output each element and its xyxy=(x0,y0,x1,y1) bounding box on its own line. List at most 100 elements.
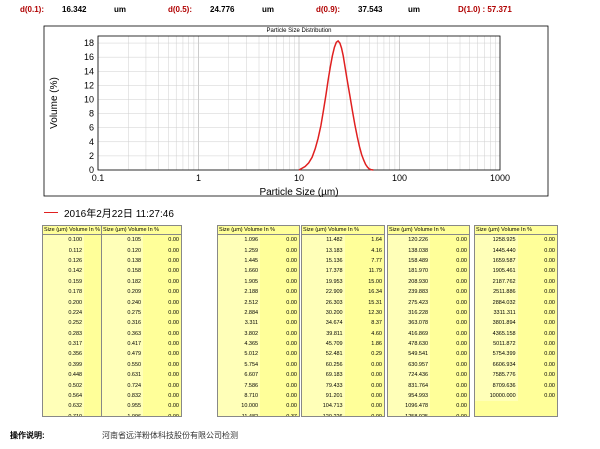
table-row: 138.038 0.00 xyxy=(388,245,469,256)
table-row: 0.138 0.00 xyxy=(102,255,181,267)
volume-cell: 0.00 xyxy=(286,257,297,264)
volume-cell: 0.00 xyxy=(544,237,555,244)
table-row: 0.550 0.00 xyxy=(102,359,181,371)
volume-cell: 0.00 xyxy=(456,382,467,389)
size-cell: 15.136 xyxy=(302,255,345,267)
size-cell: 724.436 xyxy=(388,370,431,381)
size-cell: 5011.872 xyxy=(475,338,518,350)
volume-cell: 0.29 xyxy=(371,351,382,358)
size-cell: 0.159 xyxy=(43,276,85,287)
size-cell: 138.038 xyxy=(388,245,431,256)
volume-cell: 0.00 xyxy=(456,403,467,410)
size-cell: 2.188 xyxy=(218,286,261,298)
d01-value: 16.342 xyxy=(62,5,87,14)
volume-cell: 0.00 xyxy=(456,320,467,327)
size-cell: 416.869 xyxy=(388,328,431,339)
size-cell: 0.112 xyxy=(43,245,85,256)
size-cell: 10000.000 xyxy=(475,390,518,402)
volume-cell: 0.00 xyxy=(456,237,467,244)
table-row: 1659.587 0.00 xyxy=(475,255,557,267)
size-cell: 1258.925 xyxy=(475,234,518,246)
table-row: 0.252 xyxy=(43,318,122,329)
table-row: 120.226 0.00 xyxy=(302,411,384,416)
table-row: 0.631 0.00 xyxy=(102,370,181,381)
volume-cell: 0.00 xyxy=(168,361,179,368)
volume-cell: 0.00 xyxy=(544,257,555,264)
table-row: 0.224 xyxy=(43,307,122,319)
size-cell: 17.378 xyxy=(302,266,345,277)
table-row: 239.883 0.00 xyxy=(388,286,469,298)
table-row: 1.259 0.00 xyxy=(218,245,299,256)
size-cell: 26.303 xyxy=(302,297,345,308)
table-row: 7585.776 0.00 xyxy=(475,370,557,381)
size-cell: 6606.934 xyxy=(475,359,518,371)
table-row: 0.955 0.00 xyxy=(102,401,181,412)
table-row: 0.142 xyxy=(43,266,122,277)
table-row: 60.256 0.00 xyxy=(302,359,384,371)
table-row: 0.632 xyxy=(43,401,122,412)
size-cell: 30.200 xyxy=(302,307,345,319)
size-cell: 0.710 xyxy=(43,411,85,416)
size-cell: 3311.311 xyxy=(475,307,518,319)
y-tick-label: 18 xyxy=(84,38,94,48)
table-row: 724.436 0.00 xyxy=(388,370,469,381)
size-cell: 0.126 xyxy=(43,255,85,267)
size-cell: 10.000 xyxy=(218,401,261,412)
volume-cell: 0.00 xyxy=(544,393,555,400)
table-row: 0.209 0.00 xyxy=(102,286,181,298)
table-row: 0.200 xyxy=(43,297,122,308)
size-cell: 8709.636 xyxy=(475,380,518,391)
size-cell: 0.832 xyxy=(102,390,144,402)
volume-cell: 0.00 xyxy=(456,413,467,417)
table-row: 0.100 xyxy=(43,234,122,246)
d09-unit: um xyxy=(408,5,420,14)
table-row: 22.909 16.34 xyxy=(302,286,384,298)
y-tick-label: 8 xyxy=(89,109,94,119)
table-header: Size (µm) Volume In % xyxy=(43,226,122,235)
size-cell: 0.631 xyxy=(102,370,144,381)
size-cell: 0.142 xyxy=(43,266,85,277)
volume-cell: 0.00 xyxy=(286,351,297,358)
table-row: 1.096 0.00 xyxy=(218,234,299,246)
size-cell: 831.764 xyxy=(388,380,431,391)
size-cell: 0.100 xyxy=(43,234,85,246)
table-row: 0.724 0.00 xyxy=(102,380,181,391)
volume-cell: 0.00 xyxy=(456,393,467,400)
size-cell: 0.200 xyxy=(43,297,85,308)
table-row: 478.630 0.00 xyxy=(388,338,469,350)
size-cell: 13.183 xyxy=(302,245,345,256)
size-cell: 0.252 xyxy=(43,318,85,329)
volume-cell: 0.00 xyxy=(286,299,297,306)
volume-cell: 0.00 xyxy=(286,330,297,337)
table-row: 6606.934 0.00 xyxy=(475,359,557,371)
table-row: 1905.461 0.00 xyxy=(475,266,557,277)
volume-cell: 0.00 xyxy=(286,247,297,254)
table-row: 0.710 xyxy=(43,411,122,416)
table-row: 0.417 0.00 xyxy=(102,338,181,350)
x-tick-label: 1 xyxy=(196,173,201,183)
volume-cell: 0.00 xyxy=(544,330,555,337)
size-table: Size (µm) Volume In % 1258.925 0.00 1445.44… xyxy=(474,225,558,417)
table-row: 39.811 4.60 xyxy=(302,328,384,339)
table-row: 1.096 0.00 xyxy=(102,411,181,416)
d09-value: 37.543 xyxy=(358,5,383,14)
size-cell: 0.448 xyxy=(43,370,85,381)
size-cell: 2.884 xyxy=(218,307,261,319)
volume-cell: 0.00 xyxy=(544,372,555,379)
volume-cell: 0.00 xyxy=(456,247,467,254)
size-cell: 52.481 xyxy=(302,349,345,360)
volume-cell: 0.00 xyxy=(286,341,297,348)
size-cell: 0.363 xyxy=(102,328,144,339)
table-row: 52.481 0.29 xyxy=(302,349,384,360)
table-row: 3.311 0.00 xyxy=(218,318,299,329)
size-cell: 7.586 xyxy=(218,380,261,391)
table-row: 0.317 xyxy=(43,338,122,350)
volume-cell: 0.00 xyxy=(371,382,382,389)
table-row: 181.970 0.00 xyxy=(388,266,469,277)
volume-cell: 0.00 xyxy=(544,309,555,316)
volume-cell: 0.00 xyxy=(168,320,179,327)
table-header: Size (µm) Volume In % xyxy=(102,226,181,235)
volume-cell: 0.00 xyxy=(286,393,297,400)
table-row: 11.482 1.64 xyxy=(302,234,384,246)
table-row: 5754.399 0.00 xyxy=(475,349,557,360)
